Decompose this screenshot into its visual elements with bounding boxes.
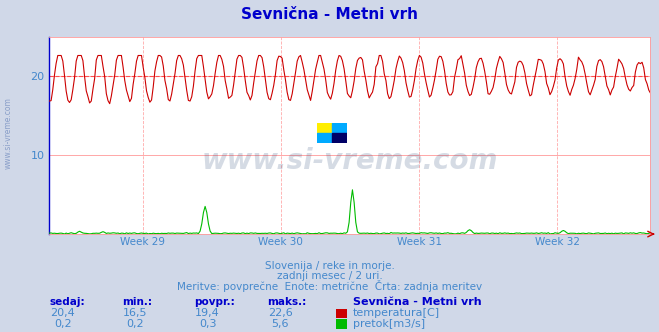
Text: pretok[m3/s]: pretok[m3/s] xyxy=(353,319,424,329)
Text: 22,6: 22,6 xyxy=(268,308,293,318)
Bar xyxy=(332,124,347,133)
Text: min.:: min.: xyxy=(122,297,152,307)
Text: temperatura[C]: temperatura[C] xyxy=(353,308,440,318)
Text: Week 29: Week 29 xyxy=(120,236,165,247)
Text: 5,6: 5,6 xyxy=(272,319,289,329)
Text: Week 31: Week 31 xyxy=(397,236,442,247)
Text: Week 32: Week 32 xyxy=(534,236,580,247)
Text: 0,2: 0,2 xyxy=(127,319,144,329)
Text: 20,4: 20,4 xyxy=(50,308,75,318)
Text: Sevnična - Metni vrh: Sevnična - Metni vrh xyxy=(241,7,418,23)
Text: Slovenija / reke in morje.: Slovenija / reke in morje. xyxy=(264,261,395,271)
Text: Week 30: Week 30 xyxy=(258,236,303,247)
Bar xyxy=(332,133,347,143)
Text: 19,4: 19,4 xyxy=(195,308,220,318)
Text: Sevnična - Metni vrh: Sevnična - Metni vrh xyxy=(353,297,481,307)
Text: 16,5: 16,5 xyxy=(123,308,148,318)
Text: www.si-vreme.com: www.si-vreme.com xyxy=(202,147,498,175)
Text: 0,3: 0,3 xyxy=(199,319,216,329)
Text: 0,2: 0,2 xyxy=(54,319,71,329)
Text: zadnji mesec / 2 uri.: zadnji mesec / 2 uri. xyxy=(277,271,382,281)
Text: sedaj:: sedaj: xyxy=(49,297,85,307)
Text: www.si-vreme.com: www.si-vreme.com xyxy=(4,97,13,169)
Bar xyxy=(317,124,332,133)
Text: maks.:: maks.: xyxy=(267,297,306,307)
Bar xyxy=(317,133,332,143)
Text: povpr.:: povpr.: xyxy=(194,297,235,307)
Text: Meritve: povprečne  Enote: metrične  Črta: zadnja meritev: Meritve: povprečne Enote: metrične Črta:… xyxy=(177,280,482,291)
